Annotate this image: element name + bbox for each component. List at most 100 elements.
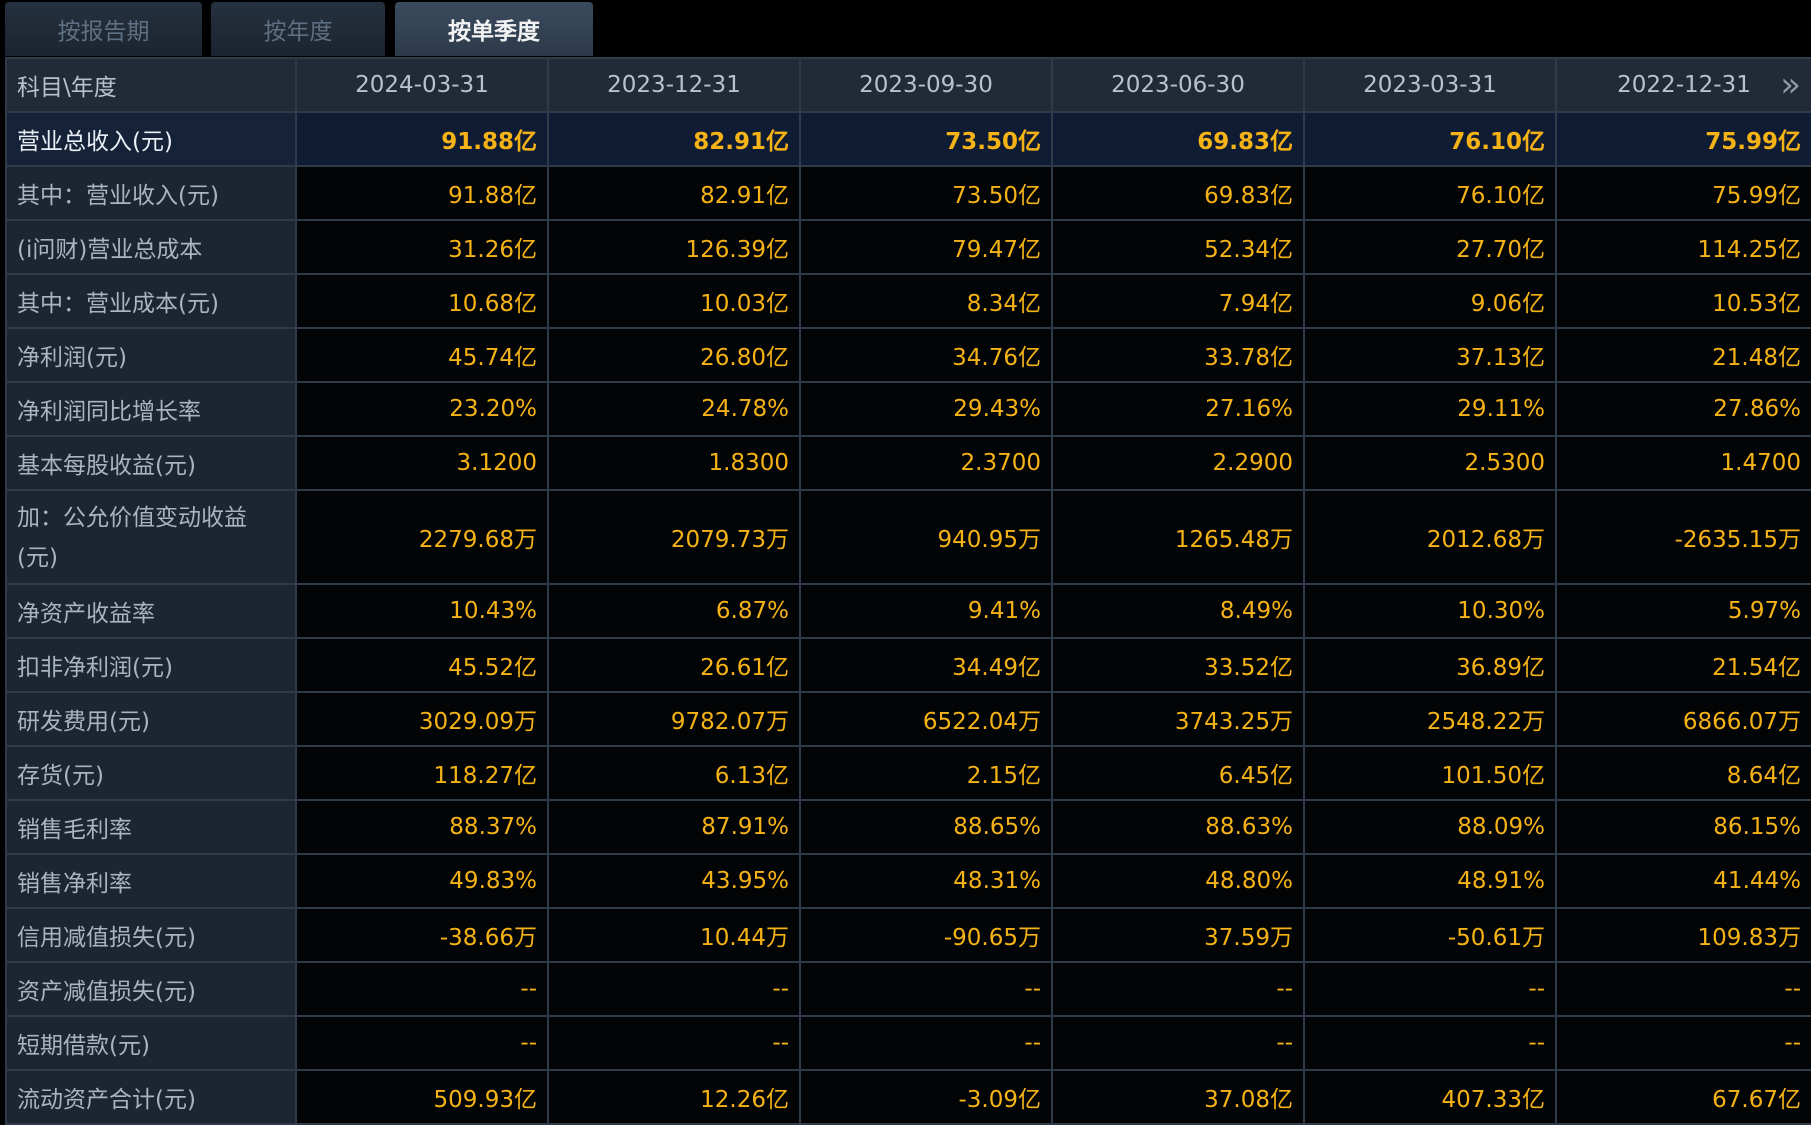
table-cell: 21.48亿 — [1555, 327, 1811, 383]
table-cell: 2279.68万 — [295, 489, 549, 585]
table-cell: 82.91亿 — [547, 165, 801, 221]
row-label: 扣非净利润(元) — [5, 637, 297, 693]
table-cell: 509.93亿 — [295, 1069, 549, 1125]
table-cell: -- — [547, 1015, 801, 1071]
double-chevron-right-icon[interactable]: » — [1780, 65, 1801, 105]
table-row: 其中：营业收入(元) 91.88亿 82.91亿 73.50亿 69.83亿 76.10亿… — [5, 165, 1811, 221]
table-cell: 109.83万 — [1555, 907, 1811, 963]
row-label: 净利润(元) — [5, 327, 297, 383]
table-row: 流动资产合计(元) 509.93亿 12.26亿 -3.09亿 37.08亿 407.33… — [5, 1069, 1811, 1125]
table-cell: 407.33亿 — [1303, 1069, 1557, 1125]
table-row: 净利润同比增长率 23.20% 24.78% 29.43% 27.16% 29.11% 27… — [5, 381, 1811, 437]
table-row: (i问财)营业总成本 31.26亿 126.39亿 79.47亿 52.34亿 27.70… — [5, 219, 1811, 275]
table-row: 销售净利率 49.83% 43.95% 48.31% 48.80% 48.91% 41.44… — [5, 853, 1811, 909]
table-cell: 88.09% — [1303, 799, 1557, 855]
table-row: 研发费用(元) 3029.09万 9782.07万 6522.04万 3743.25万 2… — [5, 691, 1811, 747]
table-cell: -2635.15万 — [1555, 489, 1811, 585]
table-row: 净利润(元) 45.74亿 26.80亿 34.76亿 33.78亿 37.13亿 21.4… — [5, 327, 1811, 383]
column-header[interactable]: 2022-12-31 » — [1555, 57, 1811, 113]
table-cell: 45.74亿 — [295, 327, 549, 383]
table-cell: 6.13亿 — [547, 745, 801, 801]
table-cell: 3743.25万 — [1051, 691, 1305, 747]
tab-by-quarter[interactable]: 按单季度 — [395, 2, 593, 56]
table-cell: 8.34亿 — [799, 273, 1053, 329]
table-cell: 114.25亿 — [1555, 219, 1811, 275]
table-cell: -- — [799, 1015, 1053, 1071]
table-cell: 118.27亿 — [295, 745, 549, 801]
table-cell: 8.49% — [1051, 583, 1305, 639]
table-cell: -- — [1051, 1015, 1305, 1071]
table-cell: 73.50亿 — [799, 165, 1053, 221]
table-cell: -- — [1303, 1015, 1557, 1071]
table-cell: -- — [295, 1015, 549, 1071]
table-cell: 6.87% — [547, 583, 801, 639]
table-cell: 75.99亿 — [1555, 111, 1811, 167]
table-cell: 6522.04万 — [799, 691, 1053, 747]
table-row: 营业总收入(元) 91.88亿 82.91亿 73.50亿 69.83亿 76.10亿 75… — [5, 111, 1811, 167]
table-cell: 43.95% — [547, 853, 801, 909]
header-row: 科目\年度 2024-03-31 2023-12-31 2023-09-30 2… — [5, 57, 1811, 113]
table-cell: 26.61亿 — [547, 637, 801, 693]
table-cell: 10.30% — [1303, 583, 1557, 639]
table-cell: 48.80% — [1051, 853, 1305, 909]
table-row: 资产减值损失(元) -- -- -- -- -- -- — [5, 961, 1811, 1017]
row-label: 净利润同比增长率 — [5, 381, 297, 437]
table-cell: 76.10亿 — [1303, 165, 1557, 221]
table-cell: 86.15% — [1555, 799, 1811, 855]
table-row: 加：公允价值变动收益(元) 2279.68万 2079.73万 940.95万 1265… — [5, 489, 1811, 585]
table-cell: 88.37% — [295, 799, 549, 855]
corner-header: 科目\年度 — [5, 57, 297, 113]
row-label: 其中：营业成本(元) — [5, 273, 297, 329]
table-cell: 10.53亿 — [1555, 273, 1811, 329]
table-cell: 87.91% — [547, 799, 801, 855]
column-header[interactable]: 2024-03-31 — [295, 57, 549, 113]
column-header[interactable]: 2023-03-31 — [1303, 57, 1557, 113]
table-cell: 2.5300 — [1303, 435, 1557, 491]
column-header[interactable]: 2023-09-30 — [799, 57, 1053, 113]
table-cell: 27.86% — [1555, 381, 1811, 437]
tab-by-year[interactable]: 按年度 — [211, 2, 385, 56]
row-label: 其中：营业收入(元) — [5, 165, 297, 221]
row-label: (i问财)营业总成本 — [5, 219, 297, 275]
table-cell: 23.20% — [295, 381, 549, 437]
table-cell: -- — [799, 961, 1053, 1017]
table-cell: 10.68亿 — [295, 273, 549, 329]
table-cell: 27.70亿 — [1303, 219, 1557, 275]
table-cell: 10.03亿 — [547, 273, 801, 329]
table-cell: 45.52亿 — [295, 637, 549, 693]
table-cell: 101.50亿 — [1303, 745, 1557, 801]
table-cell: 9782.07万 — [547, 691, 801, 747]
table-cell: -90.65万 — [799, 907, 1053, 963]
table-cell: 1265.48万 — [1051, 489, 1305, 585]
table-cell: 2079.73万 — [547, 489, 801, 585]
row-label: 基本每股收益(元) — [5, 435, 297, 491]
row-label: 销售毛利率 — [5, 799, 297, 855]
row-label: 资产减值损失(元) — [5, 961, 297, 1017]
table-cell: 48.31% — [799, 853, 1053, 909]
row-label: 净资产收益率 — [5, 583, 297, 639]
table-cell: 3.1200 — [295, 435, 549, 491]
table-cell: 41.44% — [1555, 853, 1811, 909]
table-cell: 940.95万 — [799, 489, 1053, 585]
tab-by-report-period[interactable]: 按报告期 — [5, 2, 202, 56]
table-cell: 2.3700 — [799, 435, 1053, 491]
table-cell: -3.09亿 — [799, 1069, 1053, 1125]
table-cell: 33.78亿 — [1051, 327, 1305, 383]
table-cell: 26.80亿 — [547, 327, 801, 383]
table-cell: 1.4700 — [1555, 435, 1811, 491]
table-cell: 88.63% — [1051, 799, 1305, 855]
column-header[interactable]: 2023-12-31 — [547, 57, 801, 113]
table-cell: 27.16% — [1051, 381, 1305, 437]
table-cell: 37.13亿 — [1303, 327, 1557, 383]
table-row: 其中：营业成本(元) 10.68亿 10.03亿 8.34亿 7.94亿 9.06亿 10.… — [5, 273, 1811, 329]
column-header[interactable]: 2023-06-30 — [1051, 57, 1305, 113]
table-cell: 6866.07万 — [1555, 691, 1811, 747]
row-label: 加：公允价值变动收益(元) — [5, 489, 297, 585]
table-cell: 36.89亿 — [1303, 637, 1557, 693]
table-cell: 37.08亿 — [1051, 1069, 1305, 1125]
table-cell: 3029.09万 — [295, 691, 549, 747]
table-cell: 2.15亿 — [799, 745, 1053, 801]
table-cell: 88.65% — [799, 799, 1053, 855]
table-cell: 73.50亿 — [799, 111, 1053, 167]
table-cell: 10.44万 — [547, 907, 801, 963]
